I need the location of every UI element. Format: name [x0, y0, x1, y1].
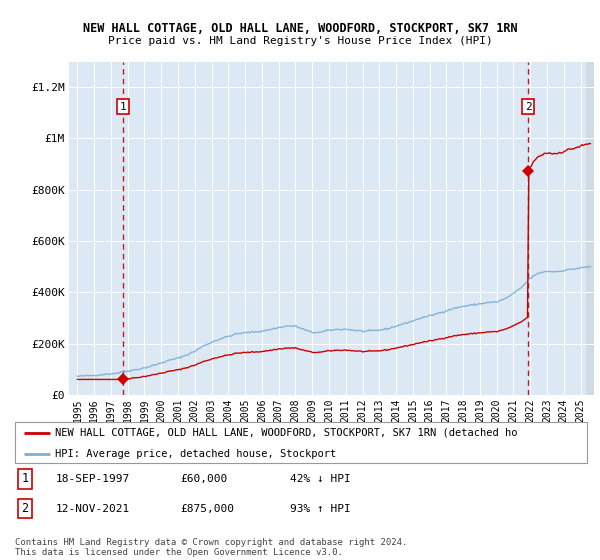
- Text: Price paid vs. HM Land Registry's House Price Index (HPI): Price paid vs. HM Land Registry's House …: [107, 36, 493, 46]
- Text: 1: 1: [21, 473, 28, 486]
- Bar: [586, 62, 594, 395]
- Text: 1: 1: [119, 101, 126, 111]
- Text: £875,000: £875,000: [180, 503, 234, 514]
- Text: 12-NOV-2021: 12-NOV-2021: [55, 503, 130, 514]
- Text: 93% ↑ HPI: 93% ↑ HPI: [290, 503, 350, 514]
- Text: 2: 2: [525, 101, 532, 111]
- Text: Contains HM Land Registry data © Crown copyright and database right 2024.
This d: Contains HM Land Registry data © Crown c…: [15, 538, 407, 557]
- FancyBboxPatch shape: [15, 422, 587, 463]
- Text: £60,000: £60,000: [180, 474, 227, 484]
- Text: NEW HALL COTTAGE, OLD HALL LANE, WOODFORD, STOCKPORT, SK7 1RN (detached ho: NEW HALL COTTAGE, OLD HALL LANE, WOODFOR…: [55, 427, 518, 437]
- Text: NEW HALL COTTAGE, OLD HALL LANE, WOODFORD, STOCKPORT, SK7 1RN: NEW HALL COTTAGE, OLD HALL LANE, WOODFOR…: [83, 22, 517, 35]
- Text: HPI: Average price, detached house, Stockport: HPI: Average price, detached house, Stoc…: [55, 449, 337, 459]
- Text: 42% ↓ HPI: 42% ↓ HPI: [290, 474, 350, 484]
- Text: 2: 2: [21, 502, 28, 515]
- Text: 18-SEP-1997: 18-SEP-1997: [55, 474, 130, 484]
